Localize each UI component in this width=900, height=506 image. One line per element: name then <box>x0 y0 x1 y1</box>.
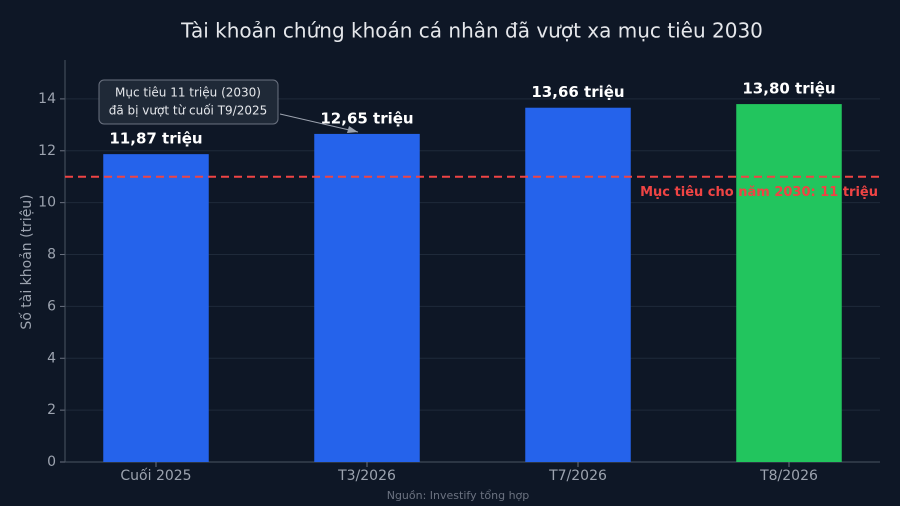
annotation-text: đã bị vượt từ cuối T9/2025 <box>109 104 267 118</box>
annotation-arrow <box>279 113 359 133</box>
y-axis-label: Số tài khoản (triệu) <box>18 194 35 329</box>
source: Nguồn: Investify tổng hợp <box>387 489 530 502</box>
annotation-arrowhead <box>347 126 358 133</box>
annotation-text: Mục tiêu 11 triệu (2030) <box>115 86 261 100</box>
y-tick-label: 10 <box>38 195 56 211</box>
bar <box>525 107 631 463</box>
y-tick-label: 2 <box>47 402 56 418</box>
y-tick-label: 14 <box>38 91 56 107</box>
bar <box>736 104 842 462</box>
value-label: 11,87 triệu <box>109 130 202 148</box>
y-tick-label: 4 <box>47 350 56 366</box>
y-tick-label: 0 <box>47 454 56 470</box>
value-label: 12,65 triệu <box>320 109 413 127</box>
y-tick-label: 12 <box>38 143 56 159</box>
reference-label: Mục tiêu cho năm 2030: 11 triệu <box>640 185 878 200</box>
value-label: 13,80 triệu <box>742 80 835 98</box>
bar <box>103 154 209 462</box>
x-tick-label: T8/2026 <box>759 468 818 484</box>
x-tick-label: Cuối 2025 <box>120 467 191 484</box>
y-tick-label: 8 <box>47 247 56 263</box>
value-label: 13,66 triệu <box>531 83 624 101</box>
chart-title: Tài khoản chứng khoán cá nhân đã vượt xa… <box>180 19 763 43</box>
x-tick-label: T3/2026 <box>337 468 396 484</box>
y-tick-label: 6 <box>47 298 56 314</box>
annotation-box <box>98 79 279 125</box>
x-tick-label: T7/2026 <box>548 468 607 484</box>
bar <box>314 133 420 462</box>
